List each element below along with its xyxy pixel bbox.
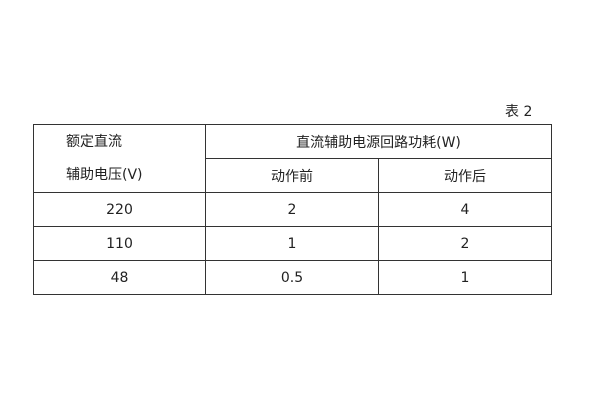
power-consumption-table: 额定直流 辅助电压(V) 直流辅助电源回路功耗(W) 动作前 动作后 220 2… xyxy=(33,124,552,295)
after-cell: 4 xyxy=(378,192,552,227)
before-action-header: 动作前 xyxy=(205,158,379,193)
table-row: 48 0.5 1 xyxy=(33,260,552,295)
voltage-header-line1: 额定直流 xyxy=(66,133,122,150)
table-caption: 表 2 xyxy=(505,104,533,120)
before-cell: 1 xyxy=(205,226,379,261)
after-cell: 2 xyxy=(378,226,552,261)
before-cell: 2 xyxy=(205,192,379,227)
header-row: 额定直流 辅助电压(V) 直流辅助电源回路功耗(W) xyxy=(33,124,552,193)
subheader-row: 动作前 动作后 xyxy=(34,158,552,193)
voltage-header: 额定直流 辅助电压(V) xyxy=(33,124,206,193)
power-group-header: 直流辅助电源回路功耗(W) xyxy=(205,124,552,159)
before-cell: 0.5 xyxy=(205,260,379,295)
voltage-cell: 110 xyxy=(33,226,206,261)
table-row: 110 1 2 xyxy=(33,226,552,261)
table-row: 220 2 4 xyxy=(33,192,552,227)
voltage-header-line2: 辅助电压(V) xyxy=(66,166,143,183)
after-cell: 1 xyxy=(378,260,552,295)
voltage-cell: 48 xyxy=(33,260,206,295)
voltage-cell: 220 xyxy=(33,192,206,227)
after-action-header: 动作后 xyxy=(378,158,552,193)
